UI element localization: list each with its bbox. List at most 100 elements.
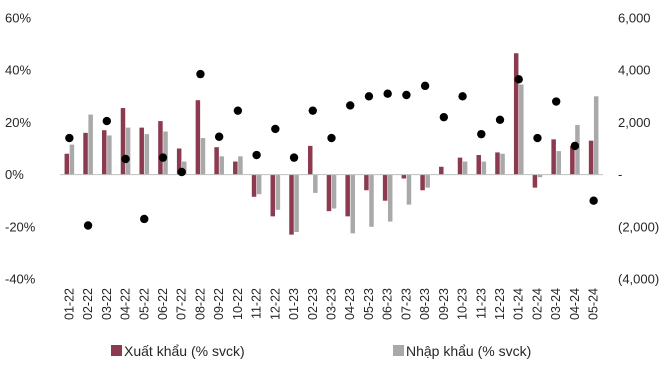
dots-layer <box>65 69 598 230</box>
bar-export-05-22 <box>139 127 144 175</box>
dot-08-22 <box>196 69 205 79</box>
x-tick-12-23: 12-23 <box>493 288 507 320</box>
legend-swatch-export <box>111 345 122 356</box>
dot-03-24 <box>551 97 561 106</box>
y-tick-4: -20% <box>5 219 36 234</box>
x-tick-03-24: 03-24 <box>549 288 563 320</box>
bar-export-07-23 <box>401 174 407 179</box>
bar-export-10-23 <box>457 157 463 175</box>
dot-03-23 <box>327 133 336 143</box>
dot-10-22 <box>233 106 243 115</box>
dot-06-22 <box>158 153 168 162</box>
dot-07-23 <box>402 90 411 100</box>
bar-export-01-22 <box>64 153 70 175</box>
dot-03-22 <box>102 116 112 126</box>
x-tick-10-23: 10-23 <box>456 288 470 320</box>
dot-06-23 <box>383 89 392 98</box>
bar-export-03-24 <box>551 139 556 175</box>
bar-export-08-23 <box>420 174 425 191</box>
bar-import-07-23 <box>406 174 412 205</box>
bar-import-04-24 <box>575 125 580 175</box>
y-axis-left: 60% 40% 20% 0% -20% -40% <box>5 11 36 287</box>
bar-import-07-22 <box>182 161 187 175</box>
bar-import-02-23 <box>313 174 318 193</box>
y-tick-0: 60% <box>5 11 31 26</box>
bar-import-10-22 <box>238 156 243 175</box>
x-tick-04-23: 04-23 <box>343 288 357 320</box>
y-tick-2: 20% <box>5 115 31 130</box>
bar-import-03-22 <box>107 135 112 175</box>
dot-05-22 <box>140 214 149 224</box>
bar-export-09-22 <box>214 147 219 175</box>
bar-export-12-23 <box>495 152 500 175</box>
x-tick-01-23: 01-23 <box>287 288 301 320</box>
x-tick-12-22: 12-22 <box>268 288 282 320</box>
bar-import-02-22 <box>88 114 93 175</box>
dot-11-23 <box>477 129 486 139</box>
bar-import-08-22 <box>200 138 206 175</box>
bars-layer <box>64 53 599 235</box>
bar-import-10-23 <box>462 161 468 175</box>
bar-import-01-23 <box>294 174 299 233</box>
y2-tick-5: (4,000) <box>618 272 659 287</box>
bar-import-06-22 <box>163 131 168 175</box>
legend: Xuất khẩu (% svck) Nhập khẩu (% svck) <box>111 343 531 359</box>
x-tick-05-23: 05-23 <box>362 288 376 320</box>
bar-export-04-24 <box>570 145 575 175</box>
bar-export-08-22 <box>195 100 201 175</box>
x-tick-01-22: 01-22 <box>62 288 76 320</box>
bar-export-02-22 <box>83 132 88 175</box>
dot-05-23 <box>364 92 374 101</box>
bar-import-04-23 <box>350 174 356 234</box>
dot-02-23 <box>308 106 317 115</box>
x-tick-11-22: 11-22 <box>250 288 264 319</box>
x-tick-07-22: 07-22 <box>175 288 189 320</box>
dot-10-23 <box>458 92 467 101</box>
y-tick-3: 0% <box>5 167 24 182</box>
dot-05-24 <box>589 196 598 205</box>
bar-import-03-23 <box>331 174 337 209</box>
x-tick-09-22: 09-22 <box>212 288 226 320</box>
y-axis-right: 6,000 4,000 2,000 - (2,000) (4,000) <box>618 11 659 287</box>
bar-import-01-22 <box>69 144 75 175</box>
x-tick-08-22: 08-22 <box>193 288 207 320</box>
bar-export-01-23 <box>289 174 294 235</box>
dot-12-23 <box>495 115 505 124</box>
dot-01-23 <box>289 153 299 162</box>
bar-export-04-23 <box>345 174 350 217</box>
y2-tick-1: 4,000 <box>618 63 651 78</box>
y2-tick-0: 6,000 <box>618 11 651 26</box>
x-tick-03-23: 03-23 <box>325 288 339 320</box>
bar-export-03-23 <box>326 174 332 212</box>
y2-tick-4: (2,000) <box>618 219 659 234</box>
dot-01-22 <box>65 133 74 143</box>
bar-export-05-24 <box>588 140 594 175</box>
x-tick-09-23: 09-23 <box>437 288 451 320</box>
bar-import-05-23 <box>369 174 374 227</box>
dot-04-22 <box>121 154 130 164</box>
bar-import-11-23 <box>481 161 487 175</box>
dot-02-22 <box>83 221 93 230</box>
x-tick-05-24: 05-24 <box>587 288 601 320</box>
y-tick-1: 40% <box>5 63 31 78</box>
bar-export-06-22 <box>158 121 163 175</box>
dot-09-23 <box>439 112 449 122</box>
y2-tick-2: 2,000 <box>618 115 651 130</box>
x-tick-01-24: 01-24 <box>512 288 526 320</box>
bar-import-12-22 <box>275 174 281 210</box>
bar-export-03-22 <box>102 130 107 175</box>
legend-swatch-import <box>393 345 404 356</box>
bar-import-01-24 <box>519 84 524 175</box>
x-axis: 01-22 02-22 03-22 04-22 05-22 06-22 07-22 08-22… <box>62 288 600 320</box>
x-tick-02-23: 02-23 <box>306 288 320 320</box>
bar-export-01-24 <box>513 53 519 175</box>
dot-02-24 <box>533 133 542 143</box>
bar-import-03-24 <box>556 151 561 175</box>
bar-import-02-24 <box>537 174 543 178</box>
bar-export-05-23 <box>364 174 369 191</box>
bar-export-02-23 <box>307 145 313 175</box>
x-tick-10-22: 10-22 <box>231 288 245 320</box>
x-tick-08-23: 08-23 <box>418 288 432 320</box>
bar-import-12-23 <box>500 153 505 175</box>
